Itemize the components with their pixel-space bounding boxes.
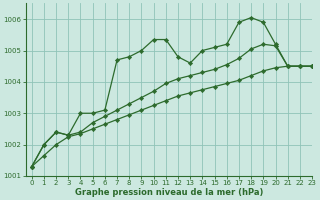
X-axis label: Graphe pression niveau de la mer (hPa): Graphe pression niveau de la mer (hPa) bbox=[75, 188, 263, 197]
